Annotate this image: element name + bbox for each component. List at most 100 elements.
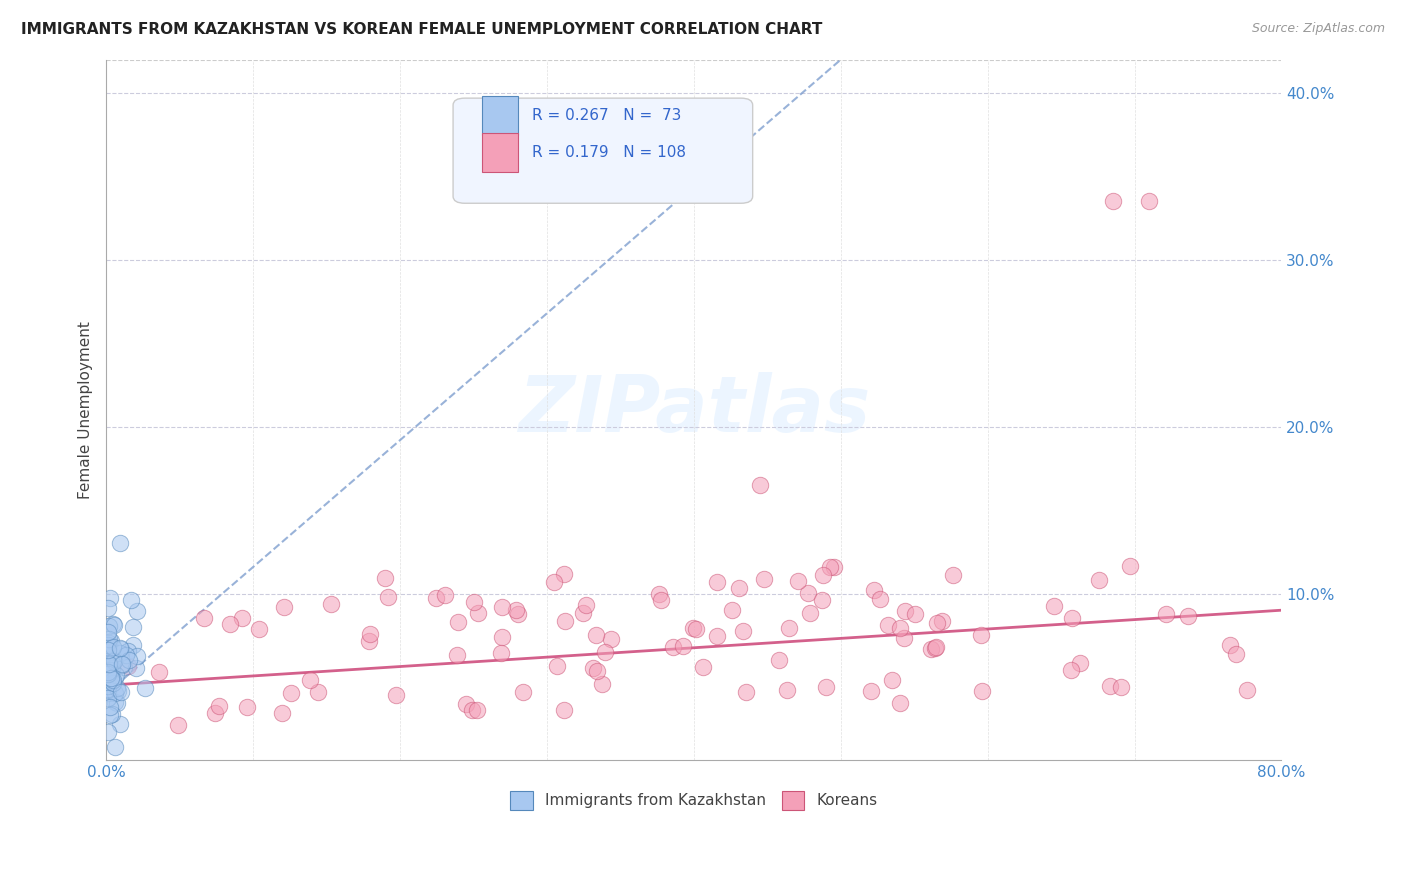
- Point: [491, 599, 513, 614]
- FancyBboxPatch shape: [482, 96, 517, 135]
- Point: [893, 631, 915, 645]
- Point: [1119, 559, 1142, 574]
- Point: [280, 686, 302, 700]
- Point: [117, 644, 139, 658]
- Point: [685, 622, 707, 636]
- Point: [425, 591, 447, 605]
- Point: [359, 627, 381, 641]
- Point: [118, 653, 141, 667]
- Point: [117, 659, 139, 673]
- Point: [1098, 680, 1121, 694]
- Text: R = 0.267   N =  73: R = 0.267 N = 73: [531, 108, 681, 123]
- Point: [247, 622, 270, 636]
- Point: [103, 640, 125, 655]
- Point: [553, 703, 575, 717]
- Point: [98, 665, 121, 680]
- Point: [546, 659, 568, 673]
- Point: [648, 587, 671, 601]
- Point: [271, 706, 294, 720]
- Text: R = 0.179   N = 108: R = 0.179 N = 108: [531, 145, 686, 160]
- Point: [823, 559, 845, 574]
- Point: [298, 673, 321, 687]
- Point: [98, 657, 121, 671]
- FancyBboxPatch shape: [482, 133, 517, 172]
- Point: [1137, 194, 1160, 209]
- Point: [467, 606, 489, 620]
- Point: [377, 590, 399, 604]
- Point: [101, 661, 124, 675]
- Point: [273, 599, 295, 614]
- Point: [122, 620, 145, 634]
- Point: [112, 660, 135, 674]
- Point: [97, 667, 120, 681]
- Point: [1177, 608, 1199, 623]
- Point: [1219, 638, 1241, 652]
- Point: [125, 661, 148, 675]
- Point: [1156, 607, 1178, 622]
- Point: [98, 591, 121, 606]
- Point: [706, 629, 728, 643]
- Point: [204, 706, 226, 720]
- Point: [98, 655, 121, 669]
- Point: [970, 684, 993, 698]
- Point: [127, 649, 149, 664]
- Point: [921, 642, 943, 657]
- Point: [105, 696, 128, 710]
- Point: [692, 659, 714, 673]
- Point: [101, 675, 124, 690]
- Point: [815, 680, 838, 694]
- Point: [108, 536, 131, 550]
- Point: [591, 677, 613, 691]
- Point: [357, 634, 380, 648]
- Point: [108, 717, 131, 731]
- Point: [904, 607, 927, 621]
- Point: [1060, 611, 1083, 625]
- Point: [706, 574, 728, 589]
- Point: [98, 663, 121, 677]
- Point: [554, 615, 576, 629]
- Point: [166, 717, 188, 731]
- Point: [749, 478, 772, 492]
- Point: [104, 686, 127, 700]
- Point: [863, 582, 886, 597]
- Point: [97, 657, 120, 671]
- Point: [100, 674, 122, 689]
- Point: [734, 684, 756, 698]
- Text: Source: ZipAtlas.com: Source: ZipAtlas.com: [1251, 22, 1385, 36]
- Point: [543, 575, 565, 590]
- Point: [103, 695, 125, 709]
- Point: [120, 592, 142, 607]
- Point: [110, 684, 132, 698]
- Point: [799, 606, 821, 620]
- Point: [553, 566, 575, 581]
- Point: [796, 585, 818, 599]
- Point: [582, 661, 605, 675]
- Point: [97, 643, 120, 657]
- Text: IMMIGRANTS FROM KAZAKHSTAN VS KOREAN FEMALE UNEMPLOYMENT CORRELATION CHART: IMMIGRANTS FROM KAZAKHSTAN VS KOREAN FEM…: [21, 22, 823, 37]
- Point: [374, 571, 396, 585]
- Point: [463, 595, 485, 609]
- Point: [103, 654, 125, 668]
- Point: [97, 638, 120, 652]
- Point: [97, 638, 120, 652]
- Point: [1236, 683, 1258, 698]
- Point: [97, 681, 120, 696]
- Point: [219, 617, 242, 632]
- Point: [111, 658, 134, 673]
- Point: [97, 600, 120, 615]
- Point: [768, 653, 790, 667]
- Point: [778, 621, 800, 635]
- Point: [97, 624, 120, 639]
- Point: [148, 665, 170, 679]
- Point: [787, 574, 810, 589]
- Point: [97, 682, 120, 697]
- Point: [1042, 599, 1064, 613]
- FancyBboxPatch shape: [453, 98, 752, 203]
- Point: [925, 640, 948, 654]
- Point: [97, 673, 120, 688]
- Point: [489, 646, 512, 660]
- Point: [97, 658, 120, 673]
- Point: [100, 673, 122, 688]
- Point: [97, 642, 120, 657]
- Point: [813, 568, 835, 582]
